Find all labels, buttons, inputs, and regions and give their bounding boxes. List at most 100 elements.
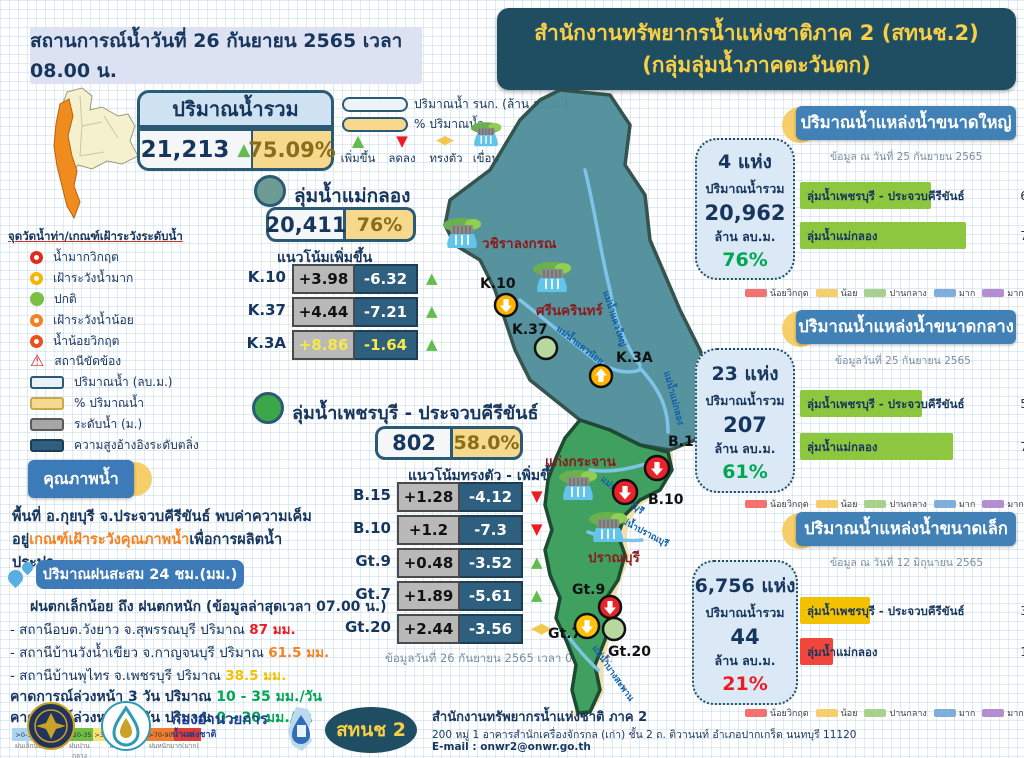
dam-pranburi: ปราณบุรี [588, 511, 640, 566]
trend-arrow-icon: ▲ [426, 269, 437, 287]
section-small-header: ปริมาณน้ำแหล่งน้ำขนาดเล็ก [796, 512, 1016, 546]
rain-station-value: 38.5 มม. [225, 668, 287, 684]
total-water-number: 21,213 [140, 136, 230, 163]
legend-swatch [982, 289, 1005, 297]
legend-item-watch-high: เฝ้าระวังน้ำมาก [30, 269, 133, 287]
phet-basin-marker [252, 392, 284, 424]
bar-phet-small: ลุ่มน้ำเพชรบุรี - ประจวบคีรีขันธ์ 32% [800, 597, 1024, 624]
volume-legend-rnk: ปริมาณน้ำ รนก. (ล้าน ลบ.ม.) [342, 94, 568, 114]
total-water-percent: 75.09% [248, 128, 336, 171]
legend-label: ความสูงอ้างอิงระดับตลิ่ง [74, 437, 199, 452]
section-large-card: 4 แห่ง ปริมาณน้ำรวม 20,962 ล้าน ลบ.ม. 76… [695, 138, 795, 280]
svg-text:แม่น้ำแควใหญ่: แม่น้ำแควใหญ่ [600, 289, 630, 348]
legend-swatch [982, 709, 1005, 717]
trend-stable-icon: ◀▶ [531, 619, 552, 637]
scale-cell: >90 [174, 728, 201, 741]
bar-label: ลุ่มน้ำเพชรบุรี - ประจวบคีรีขันธ์ [807, 397, 965, 411]
maeklong-basin-marker [254, 175, 286, 207]
percent-value: 76% [722, 249, 768, 271]
total-label: ปริมาณน้ำรวม [705, 604, 785, 620]
legend-text: มาก [958, 289, 976, 299]
stnch2-badge: สทนช 2 [325, 707, 417, 753]
total-label: ปริมาณน้ำรวม [705, 392, 785, 408]
legend-text: มากวิกฤต [1007, 500, 1024, 510]
report-date-header: สถานการณ์น้ำวันที่ 26 กันยายน 2565 เวลา … [30, 27, 422, 84]
scale-cell: >70-90 [147, 728, 174, 741]
unit-label: ล้าน ลบ.ม. [714, 652, 776, 668]
maeklong-volume: 20,411 [265, 207, 347, 242]
bank-ref-cell: -7.3 [460, 515, 523, 545]
svg-text:B.10: B.10 [648, 492, 684, 508]
basin-status-legend: น้อยวิกฤต น้อย ปานกลาง มาก มากวิกฤต [745, 706, 1024, 720]
phet-trend-caption: แนวโน้มทรงตัว - เพิ่มขึ้น [408, 468, 560, 484]
percent-value: 61% [722, 460, 768, 483]
bank-height-swatch [30, 438, 64, 452]
maeklong-basin-title: ลุ่มน้ำแม่กลอง [294, 185, 411, 207]
svg-text:ปราณบุรี: ปราณบุรี [588, 550, 640, 566]
legend-item-normal: ปกติ [30, 290, 77, 308]
org-title-line1: สำนักงานทรัพยากรน้ำแห่งชาติภาค 2 (สทนช.2… [534, 20, 979, 45]
station-id: K.3A [246, 334, 286, 352]
dam-srinagarind: ศรีนครินทร์ [532, 261, 603, 319]
section-medium-header: ปริมาณน้ำแหล่งน้ำขนาดกลาง [796, 310, 1016, 344]
legend-label: ปกติ [54, 291, 77, 306]
bar-phet-medium: ลุ่มน้ำเพชรบุรี - ประจวบคีรีขันธ์ 56% [800, 390, 1024, 417]
legend-item-level: ระดับน้ำ (ม.) [30, 415, 142, 433]
bar-label: ลุ่มน้ำแม่กลอง [807, 440, 878, 454]
trend-arrow-icon: ▼ [531, 520, 542, 538]
rain-forecast-3day: คาดการณ์ล่วงหน้า 3 วัน ปริมาณ 10 - 35 มม… [10, 686, 322, 708]
legend-label: สถานีขัดข้อง [54, 353, 122, 368]
station-id: B.15 [352, 486, 391, 504]
basin-status-legend: น้อยวิกฤต น้อย ปานกลาง มาก มากวิกฤต [745, 497, 1024, 511]
nwcc-logo-line1: กองอำนวยการ [172, 710, 268, 728]
legend-text: มากวิกฤต [1007, 289, 1024, 299]
bank-ref-cell: -7.21 [355, 297, 418, 327]
critical-low-icon [30, 334, 43, 348]
svg-text:Gt.20: Gt.20 [608, 644, 651, 660]
level-swatch [30, 417, 64, 431]
salinity-warning-text: เกณฑ์เฝ้าระวังคุณภาพน้ำ [29, 532, 190, 549]
normal-icon [30, 292, 44, 306]
bar-maeklong-small: ลุ่มน้ำแม่กลอง 15% [800, 638, 1024, 665]
station-id: B.10 [352, 519, 391, 537]
watch-low-icon [30, 313, 43, 327]
legend-swatch [933, 289, 956, 297]
rain-subtitle: ฝนตกเล็กน้อย ถึง ฝนตกหนัก (ข้อมูลล่าสุดเ… [30, 599, 387, 615]
bar-percent: 70% [1020, 439, 1024, 454]
water-quality-button[interactable]: คุณภาพน้ำ [28, 460, 134, 498]
station-id: K.10 [247, 268, 286, 286]
bar-maeklong-large: ลุ่มน้ำแม่กลอง 76% [800, 222, 1024, 249]
map-station-k3a: K.3A [588, 350, 653, 389]
section-large-date: ข้อมูล ณ วันที่ 25 กันยายน 2565 [830, 151, 983, 163]
map-station-k10: K.10 [480, 276, 519, 318]
legend-text: ปานกลาง [889, 500, 927, 510]
legend-text: น้อยวิกฤต [770, 500, 809, 510]
station-legend-title: จุดวัดน้ำท่า/เกณฑ์เฝ้าระวังระดับน้ำ [8, 229, 183, 243]
thailand-region-minimap [53, 87, 139, 220]
bar-label: ลุ่มน้ำเพชรบุรี - ประจวบคีรีขันธ์ [807, 604, 965, 618]
trend-arrow-icon: ▲ [531, 553, 542, 571]
legend-item-volume: ปริมาณน้ำ (ลบ.ม.) [30, 373, 172, 391]
garuda-emblem-logo [27, 702, 75, 750]
phet-basin-shape [543, 418, 674, 715]
legend-text: น้อยวิกฤต [770, 709, 809, 719]
site-count: 6,756 แห่ง [694, 574, 796, 597]
nwcc-logo-line2: น้ำแห่งชาติ [172, 730, 217, 740]
dam-icon [470, 122, 502, 147]
org-title-line2: (กลุ่มลุ่มน้ำภาคตะวันตก) [642, 53, 871, 77]
maeklong-trend-caption: แนวโน้มเพิ่มขึ้น [277, 250, 373, 266]
station-id: Gt.9 [355, 552, 391, 570]
legend-swatch [815, 709, 838, 717]
bar-fill [800, 390, 923, 417]
nwcc-logo-mark [288, 707, 312, 751]
footer-org-name: สำนักงานทรัพยากรน้ำแห่งชาติ ภาค 2 [432, 710, 648, 725]
svg-text:แม่น้ำปราณบุรี: แม่น้ำปราณบุรี [615, 511, 672, 550]
legend-text: น้อย [840, 709, 858, 719]
station-id: Gt.7 [355, 585, 391, 603]
footer-email: E-mail : onwr2@onwr.go.th [432, 741, 591, 753]
legend-label: น้ำมากวิกฤต [53, 249, 119, 264]
rain-station-text: - สถานีบ้านวังน้ำเขียว จ.กาญจนบุรี ปริมา… [10, 645, 264, 661]
phet-basin-title: ลุ่มน้ำเพชรบุรี - ประจวบคีรีขันธ์ [292, 403, 539, 424]
org-title-banner: สำนักงานทรัพยากรน้ำแห่งชาติภาค 2 (สทนช.2… [497, 8, 1016, 90]
rain-station-text: - สถานีบ้านพุไทร จ.เพชรบุรี ปริมาณ [10, 668, 221, 684]
